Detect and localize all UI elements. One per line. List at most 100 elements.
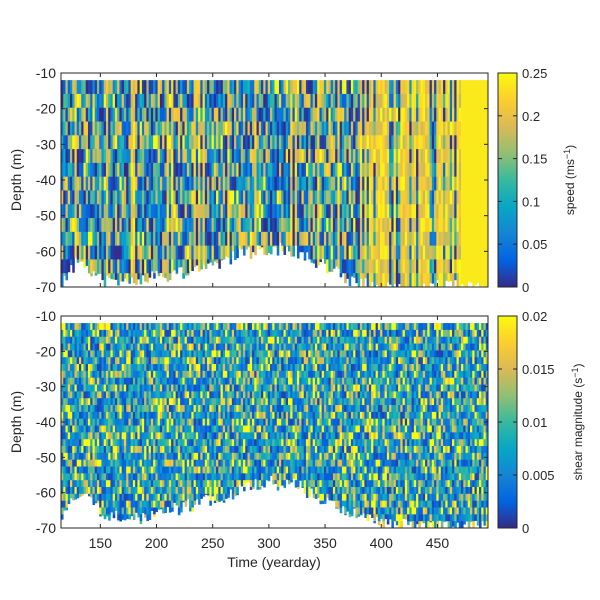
heatmap-cell	[186, 357, 190, 365]
heatmap-cell	[189, 162, 192, 177]
heatmap-cell	[123, 80, 127, 95]
heatmap-cell	[384, 204, 388, 219]
heatmap-cell	[182, 398, 185, 406]
heatmap-cell	[153, 273, 156, 279]
heatmap-cell	[162, 93, 165, 109]
heatmap-cell	[162, 405, 165, 413]
heatmap-cell	[391, 149, 394, 164]
heatmap-cell	[78, 425, 82, 433]
heatmap-cell	[380, 204, 383, 219]
heatmap-cell	[94, 500, 98, 504]
heatmap-cell	[485, 273, 488, 287]
heatmap-cell	[101, 452, 104, 460]
heatmap-cell	[81, 432, 84, 440]
heatmap-cell	[112, 391, 116, 399]
heatmap-cell	[395, 273, 399, 287]
heatmap-cell	[61, 398, 64, 406]
heatmap-cell	[247, 190, 251, 205]
heatmap-cell	[173, 466, 176, 474]
heatmap-cell	[234, 190, 237, 205]
heatmap-cell	[132, 218, 136, 233]
heatmap-cell	[436, 273, 439, 281]
heatmap-cell	[164, 323, 167, 331]
heatmap-cell	[65, 357, 69, 365]
heatmap-cell	[328, 204, 331, 219]
heatmap-cell	[90, 93, 93, 109]
heatmap-cell	[213, 204, 217, 219]
heatmap-cell	[321, 80, 325, 95]
heatmap-cell	[121, 93, 125, 109]
heatmap-cell	[476, 121, 480, 136]
heatmap-cell	[94, 370, 98, 379]
heatmap-cell	[218, 466, 221, 474]
heatmap-cell	[171, 329, 174, 338]
heatmap-cell	[162, 507, 165, 514]
heatmap-cell	[63, 405, 66, 413]
heatmap-cell	[245, 204, 248, 219]
heatmap-cell	[78, 446, 82, 454]
heatmap-cell	[377, 190, 381, 205]
heatmap-cell	[240, 432, 244, 440]
heatmap-cell	[87, 204, 91, 219]
heatmap-cell	[85, 218, 89, 233]
heatmap-cell	[191, 176, 194, 191]
heatmap-cell	[114, 452, 118, 460]
heatmap-cell	[148, 452, 152, 460]
heatmap-cell	[287, 121, 291, 136]
heatmap-cell	[261, 204, 264, 219]
heatmap-cell	[90, 218, 93, 233]
heatmap-cell	[485, 190, 488, 205]
heatmap-cell	[110, 418, 113, 426]
heatmap-cell	[162, 370, 165, 379]
heatmap-cell	[92, 204, 96, 219]
heatmap-cell	[137, 391, 140, 399]
heatmap-cell	[69, 432, 73, 440]
heatmap-cell	[123, 135, 127, 150]
heatmap-cell	[177, 452, 181, 460]
heatmap-cell	[395, 93, 399, 109]
heatmap-cell	[407, 93, 410, 109]
heatmap-cell	[323, 162, 327, 177]
heatmap-cell	[377, 204, 381, 219]
heatmap-cell	[117, 357, 120, 365]
heatmap-cell	[141, 121, 145, 136]
heatmap-cell	[200, 466, 203, 474]
heatmap-cell	[108, 176, 111, 191]
heatmap-cell	[202, 370, 206, 379]
heatmap-cell	[162, 121, 165, 136]
heatmap-cell	[258, 162, 262, 177]
heatmap-cell	[117, 418, 120, 426]
heatmap-cell	[238, 176, 242, 191]
heatmap-cell	[380, 176, 383, 191]
heatmap-cell	[94, 107, 98, 122]
heatmap-cell	[198, 364, 201, 372]
heatmap-cell	[132, 336, 136, 344]
heatmap-cell	[87, 487, 91, 495]
heatmap-cell	[78, 329, 82, 338]
heatmap-cell	[272, 218, 275, 233]
heatmap-cell	[141, 466, 145, 474]
heatmap-cell	[96, 425, 100, 433]
heatmap-cell	[69, 446, 73, 454]
heatmap-cell	[162, 466, 165, 474]
heatmap-cell	[155, 176, 158, 191]
heatmap-cell	[105, 190, 109, 205]
heatmap-cell	[461, 204, 464, 219]
heatmap-cell	[119, 329, 122, 338]
heatmap-cell	[413, 231, 417, 246]
heatmap-cell	[472, 162, 475, 177]
heatmap-cell	[229, 487, 233, 490]
heatmap-cell	[121, 80, 125, 95]
heatmap-cell	[121, 323, 125, 331]
heatmap-cell	[153, 245, 156, 260]
heatmap-cell	[150, 364, 154, 372]
heatmap-cell	[344, 259, 347, 274]
heatmap-cell	[168, 190, 172, 205]
heatmap-cell	[299, 149, 302, 164]
heatmap-cell	[200, 259, 203, 270]
heatmap-cell	[114, 364, 118, 372]
heatmap-cell	[398, 135, 401, 150]
heatmap-cell	[112, 336, 116, 344]
heatmap-cell	[350, 93, 354, 109]
heatmap-cell	[132, 411, 136, 419]
